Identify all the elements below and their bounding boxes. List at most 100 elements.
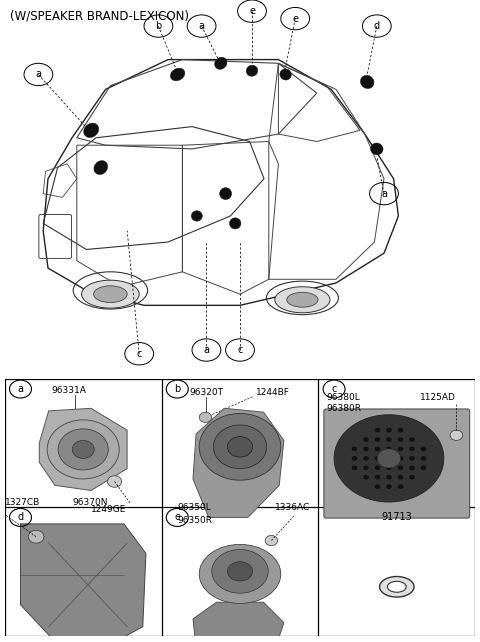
- Text: 96350L: 96350L: [177, 503, 211, 512]
- Circle shape: [108, 476, 121, 487]
- Text: 91713: 91713: [382, 512, 412, 523]
- Circle shape: [374, 475, 380, 480]
- Ellipse shape: [82, 280, 139, 308]
- Ellipse shape: [72, 440, 94, 458]
- Ellipse shape: [360, 75, 374, 89]
- Text: 1249GE: 1249GE: [91, 505, 126, 514]
- Ellipse shape: [94, 160, 108, 175]
- Circle shape: [352, 456, 357, 461]
- Text: a: a: [17, 384, 24, 394]
- Circle shape: [199, 412, 212, 422]
- Circle shape: [420, 456, 426, 461]
- Polygon shape: [21, 524, 146, 642]
- Circle shape: [352, 447, 357, 451]
- Text: a: a: [199, 21, 204, 31]
- Text: a: a: [204, 345, 209, 355]
- Ellipse shape: [170, 68, 185, 81]
- Ellipse shape: [246, 65, 258, 76]
- Ellipse shape: [191, 211, 203, 221]
- Ellipse shape: [213, 425, 267, 469]
- Circle shape: [386, 428, 392, 433]
- Circle shape: [374, 428, 380, 433]
- Circle shape: [386, 447, 392, 451]
- Ellipse shape: [377, 449, 401, 468]
- Circle shape: [409, 475, 415, 480]
- Circle shape: [409, 437, 415, 442]
- Ellipse shape: [371, 143, 383, 155]
- Polygon shape: [39, 408, 127, 490]
- Text: e: e: [249, 6, 255, 16]
- FancyBboxPatch shape: [324, 409, 470, 518]
- Text: e: e: [174, 512, 180, 523]
- Circle shape: [352, 465, 357, 470]
- Text: 96380L: 96380L: [326, 393, 360, 402]
- Ellipse shape: [275, 287, 330, 313]
- Circle shape: [363, 437, 369, 442]
- Text: b: b: [174, 384, 180, 394]
- Text: d: d: [374, 21, 380, 31]
- Circle shape: [386, 465, 392, 470]
- Ellipse shape: [84, 123, 99, 137]
- Ellipse shape: [215, 57, 227, 69]
- Text: 96350R: 96350R: [177, 516, 212, 525]
- Polygon shape: [193, 602, 284, 642]
- Circle shape: [397, 437, 403, 442]
- Circle shape: [363, 475, 369, 480]
- Text: a: a: [36, 69, 41, 80]
- Circle shape: [409, 447, 415, 451]
- Circle shape: [374, 456, 380, 461]
- Ellipse shape: [280, 69, 291, 80]
- Circle shape: [374, 437, 380, 442]
- Ellipse shape: [199, 544, 281, 603]
- Circle shape: [409, 456, 415, 461]
- Circle shape: [374, 484, 380, 489]
- Ellipse shape: [212, 550, 268, 593]
- Ellipse shape: [94, 286, 127, 302]
- Circle shape: [386, 437, 392, 442]
- Text: 96380R: 96380R: [326, 404, 361, 413]
- Text: 96320T: 96320T: [190, 388, 224, 397]
- Circle shape: [386, 484, 392, 489]
- Ellipse shape: [387, 582, 406, 592]
- Text: e: e: [292, 13, 298, 24]
- Circle shape: [397, 447, 403, 451]
- Circle shape: [409, 465, 415, 470]
- Text: b: b: [155, 21, 162, 31]
- Circle shape: [420, 447, 426, 451]
- Circle shape: [363, 465, 369, 470]
- Text: 1125AD: 1125AD: [420, 393, 456, 402]
- Text: 96370N: 96370N: [72, 498, 108, 507]
- Circle shape: [397, 475, 403, 480]
- Text: 1327CB: 1327CB: [5, 498, 40, 507]
- Text: c: c: [237, 345, 243, 355]
- Ellipse shape: [47, 420, 119, 479]
- Ellipse shape: [229, 218, 241, 229]
- Text: (W/SPEAKER BRAND-LEXICON): (W/SPEAKER BRAND-LEXICON): [10, 10, 189, 22]
- Circle shape: [374, 447, 380, 451]
- Ellipse shape: [199, 413, 281, 480]
- Circle shape: [374, 465, 380, 470]
- Circle shape: [363, 456, 369, 461]
- Text: c: c: [136, 349, 142, 359]
- Ellipse shape: [334, 415, 444, 502]
- Ellipse shape: [380, 577, 414, 597]
- Ellipse shape: [58, 429, 108, 470]
- Circle shape: [28, 530, 44, 543]
- Ellipse shape: [228, 562, 252, 581]
- Ellipse shape: [287, 292, 318, 308]
- Text: 1336AC: 1336AC: [275, 503, 310, 512]
- Polygon shape: [193, 408, 284, 517]
- Ellipse shape: [228, 437, 252, 457]
- Ellipse shape: [219, 187, 232, 200]
- Circle shape: [386, 456, 392, 461]
- Text: a: a: [381, 189, 387, 198]
- Circle shape: [397, 428, 403, 433]
- Text: 96331A: 96331A: [52, 386, 87, 395]
- Circle shape: [265, 535, 277, 546]
- Circle shape: [397, 456, 403, 461]
- Circle shape: [386, 475, 392, 480]
- Text: d: d: [17, 512, 24, 523]
- Circle shape: [420, 465, 426, 470]
- Circle shape: [363, 447, 369, 451]
- Circle shape: [450, 430, 463, 440]
